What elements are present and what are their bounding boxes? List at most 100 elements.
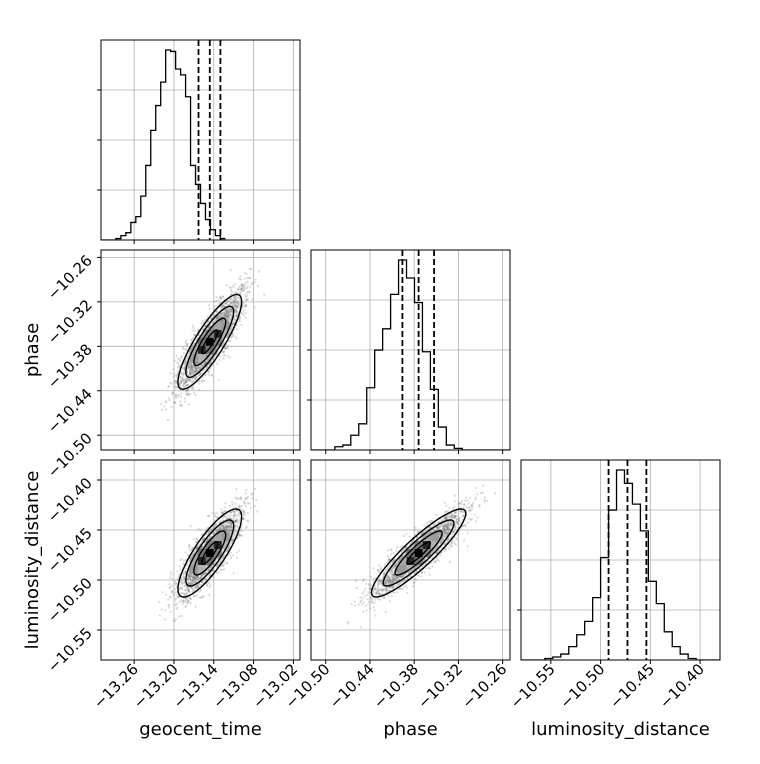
scatter-point (174, 588, 176, 590)
scatter-point (180, 599, 182, 601)
scatter-point (393, 552, 395, 554)
scatter-point (188, 590, 190, 592)
panel-0-0 (97, 40, 300, 244)
scatter-point (215, 529, 217, 531)
scatter-point (239, 320, 241, 322)
scatter-point (232, 519, 234, 521)
scatter-point (170, 573, 172, 575)
scatter-point (212, 322, 214, 324)
scatter-point (444, 502, 446, 504)
scatter-point (210, 362, 212, 364)
scatter-point (387, 594, 389, 596)
scatter-point (471, 508, 473, 510)
scatter-point (241, 505, 243, 507)
scatter-point (184, 401, 186, 403)
scatter-point (243, 272, 245, 274)
scatter-point (185, 385, 187, 387)
scatter-point (236, 519, 238, 521)
scatter-point (245, 312, 247, 314)
scatter-point (244, 299, 246, 301)
scatter-point (175, 394, 177, 396)
scatter-point (168, 604, 170, 606)
scatter-point (165, 401, 167, 403)
scatter-point (173, 402, 175, 404)
scatter-point (230, 289, 232, 291)
panel-2-0: −13.26−13.20−13.14−13.08−13.02−10.55−10.… (44, 460, 301, 712)
scatter-point (201, 381, 203, 383)
scatter-point (247, 298, 249, 300)
scatter-point (169, 399, 171, 401)
scatter-point (245, 282, 247, 284)
scatter-point (220, 306, 222, 308)
scatter-point (245, 527, 247, 529)
scatter-point (208, 304, 210, 306)
scatter-point (192, 325, 194, 327)
scatter-point (220, 508, 222, 510)
scatter-point (215, 296, 217, 298)
scatter-point (228, 529, 230, 531)
scatter-point (209, 308, 211, 310)
scatter-point (230, 551, 232, 553)
scatter-point (232, 285, 234, 287)
scatter-point (169, 586, 171, 588)
scatter-point (233, 533, 235, 535)
scatter-point (239, 299, 241, 301)
scatter-point (188, 544, 190, 546)
density-layer (160, 268, 265, 421)
scatter-point (232, 510, 234, 512)
scatter-point (195, 606, 197, 608)
scatter-point (219, 527, 221, 529)
scatter-point (189, 578, 191, 580)
scatter-point (181, 592, 183, 594)
scatter-point (226, 524, 228, 526)
scatter-point (176, 374, 178, 376)
scatter-point (426, 567, 428, 569)
scatter-point (241, 284, 243, 286)
scatter-point (179, 601, 181, 603)
scatter-point (242, 290, 244, 292)
scatter-point (177, 394, 179, 396)
scatter-point (229, 298, 231, 300)
scatter-point (181, 588, 183, 590)
scatter-point (207, 515, 209, 517)
scatter-point (192, 371, 194, 373)
scatter-point (224, 515, 226, 517)
scatter-point (225, 303, 227, 305)
scatter-point (160, 608, 162, 610)
scatter-point (183, 386, 185, 388)
density-block (206, 557, 214, 565)
density-layer (347, 485, 496, 629)
scatter-point (233, 301, 235, 303)
scatter-point (199, 529, 201, 531)
scatter-point (229, 505, 231, 507)
scatter-point (234, 503, 236, 505)
scatter-point (170, 406, 172, 408)
scatter-point (251, 493, 253, 495)
scatter-point (218, 379, 220, 381)
scatter-point (181, 404, 183, 406)
scatter-point (162, 591, 164, 593)
scatter-point (218, 571, 220, 573)
scatter-point (226, 562, 228, 564)
scatter-point (175, 381, 177, 383)
scatter-point (222, 358, 224, 360)
scatter-point (463, 539, 465, 541)
scatter-point (237, 288, 239, 290)
scatter-point (233, 535, 235, 537)
scatter-point (181, 583, 183, 585)
scatter-point (163, 405, 165, 407)
scatter-point (191, 330, 193, 332)
scatter-point (221, 569, 223, 571)
scatter-point (192, 388, 194, 390)
scatter-point (179, 569, 181, 571)
scatter-point (207, 321, 209, 323)
scatter-point (220, 314, 222, 316)
scatter-point (254, 505, 256, 507)
scatter-point (468, 502, 470, 504)
scatter-point (454, 495, 456, 497)
scatter-point (173, 376, 175, 378)
scatter-point (184, 589, 186, 591)
scatter-point (170, 611, 172, 613)
scatter-point (247, 520, 249, 522)
scatter-point (178, 615, 180, 617)
